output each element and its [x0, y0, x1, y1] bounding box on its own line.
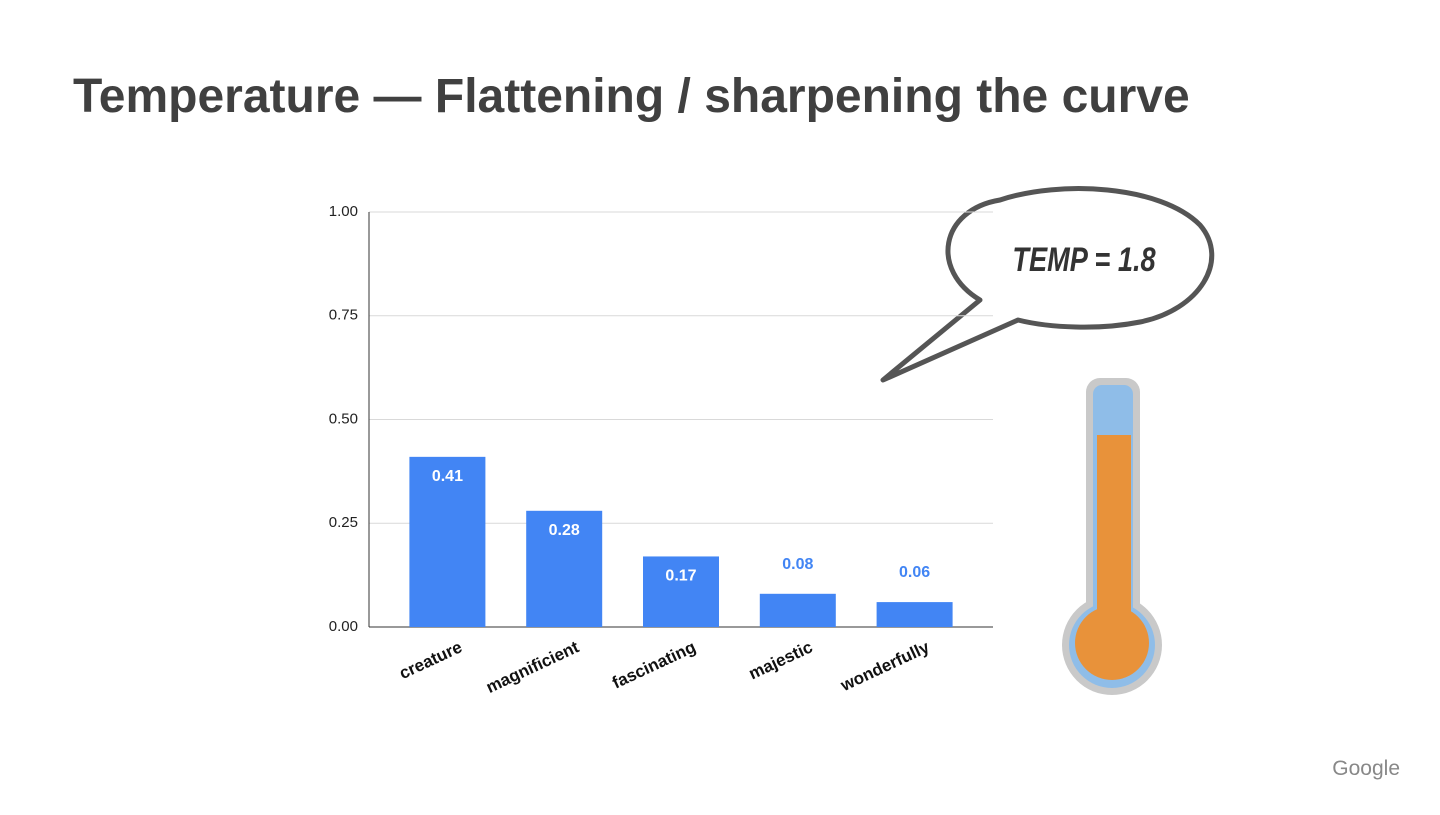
- x-tick-label: creature: [396, 637, 465, 683]
- y-tick-label: 0.75: [329, 307, 358, 324]
- y-tick-label: 1.00: [329, 203, 358, 220]
- x-tick-label: fascinating: [609, 637, 698, 692]
- value-label: 0.28: [549, 522, 580, 539]
- value-label: 0.17: [665, 567, 696, 584]
- x-tick-label: wonderfully: [837, 637, 933, 695]
- callout-text: TEMP = 1.8: [1012, 240, 1156, 279]
- value-label: 0.08: [782, 556, 813, 573]
- bar: [876, 602, 953, 627]
- footer-logo: Google: [1332, 757, 1400, 780]
- bar: [759, 593, 836, 627]
- bar: [643, 556, 719, 627]
- x-tick-label: magnificient: [483, 637, 582, 697]
- value-label: 0.41: [432, 468, 463, 485]
- bar: [409, 456, 486, 627]
- y-tick-label: 0.25: [329, 514, 358, 531]
- value-label: 0.06: [899, 564, 930, 581]
- thermometer: [1062, 378, 1162, 695]
- x-tick-label: majestic: [746, 637, 816, 683]
- y-tick-label: 0.00: [329, 618, 358, 635]
- y-tick-label: 0.50: [329, 410, 358, 427]
- speech-bubble: [880, 186, 1215, 383]
- chart: 0.00 0.25 0.50 0.75 1.00 creature 0.41 magnific…: [329, 203, 993, 697]
- slide-title: Temperature — Flattening / sharpening th…: [73, 70, 1190, 123]
- bar: [526, 510, 603, 627]
